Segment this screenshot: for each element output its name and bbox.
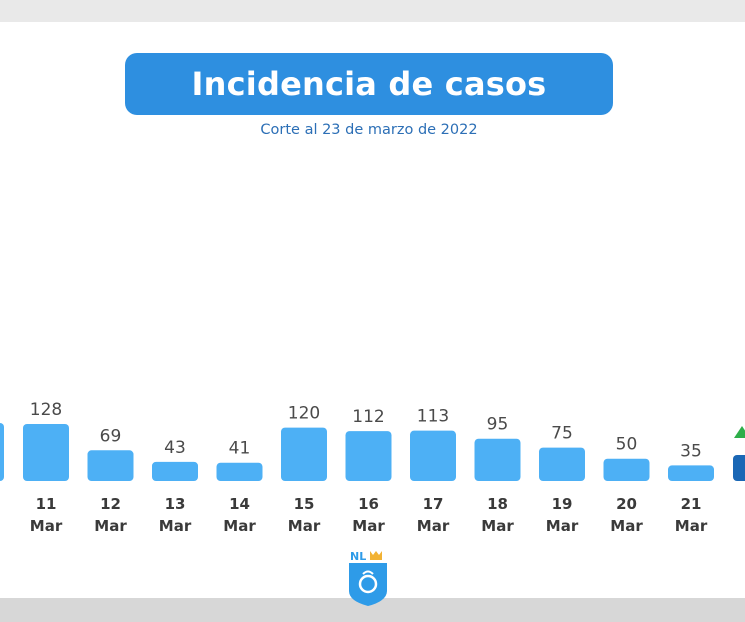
bar-chart: 128 11 Mar 69 12 Mar 43 13 Mar 41 14 Mar 120 15 Mar 112… xyxy=(0,400,745,535)
edge-bar-left xyxy=(0,423,4,481)
tick-label-month: Mar xyxy=(94,517,127,535)
data-label: 113 xyxy=(417,407,449,427)
bar-13 xyxy=(152,461,198,481)
tick-label-day: 15 xyxy=(294,495,315,513)
bar-20 xyxy=(603,458,650,481)
data-label: 128 xyxy=(30,400,62,420)
bar-14 xyxy=(216,462,263,481)
shield-icon xyxy=(349,551,387,606)
data-label: 69 xyxy=(100,426,122,446)
data-label: 95 xyxy=(487,415,509,435)
tick-label-month: Mar xyxy=(288,517,321,535)
bar-12 xyxy=(87,450,134,481)
bar-11 xyxy=(23,424,69,481)
bar-19 xyxy=(539,447,585,481)
bar-17 xyxy=(410,430,456,481)
tick-label-month: Mar xyxy=(223,517,256,535)
bar-16 xyxy=(345,431,392,481)
tick-label-day: 18 xyxy=(487,495,508,513)
chart-title: Incidencia de casos xyxy=(191,65,547,103)
data-label: 75 xyxy=(551,424,573,444)
tick-label-month: Mar xyxy=(30,517,63,535)
trend-arrow-icon xyxy=(734,426,745,438)
logo-text: NL xyxy=(350,550,367,563)
data-label: 120 xyxy=(288,404,320,424)
data-label: 41 xyxy=(229,439,251,459)
title-banner: Incidencia de casos xyxy=(125,53,613,115)
bar-15 xyxy=(281,427,327,481)
tick-label-day: 16 xyxy=(358,495,379,513)
data-label: 50 xyxy=(616,435,638,455)
tick-label-day: 12 xyxy=(100,495,121,513)
chart-panel xyxy=(0,22,745,598)
tick-label-month: Mar xyxy=(417,517,450,535)
tick-label-day: 20 xyxy=(616,495,637,513)
data-label: 43 xyxy=(164,438,186,458)
bar-18 xyxy=(474,438,521,481)
tick-label-month: Mar xyxy=(610,517,643,535)
tick-label-day: 13 xyxy=(165,495,186,513)
data-label: 112 xyxy=(352,407,384,427)
tick-label-day: 14 xyxy=(229,495,250,513)
tick-label-month: Mar xyxy=(159,517,192,535)
tick-label-month: Mar xyxy=(481,517,514,535)
tick-label-day: 11 xyxy=(36,495,57,513)
tick-label-day: 19 xyxy=(552,495,573,513)
chart-subtitle: Corte al 23 de marzo de 2022 xyxy=(260,122,478,138)
edge-bar-right xyxy=(733,455,745,481)
tick-label-month: Mar xyxy=(352,517,385,535)
data-label: 35 xyxy=(680,441,702,461)
tick-label-day: 21 xyxy=(681,495,702,513)
nl-logo: NL xyxy=(346,548,390,608)
tick-label-day: 17 xyxy=(423,495,444,513)
bar-21 xyxy=(668,465,714,481)
tick-label-month: Mar xyxy=(675,517,708,535)
tick-label-month: Mar xyxy=(546,517,579,535)
